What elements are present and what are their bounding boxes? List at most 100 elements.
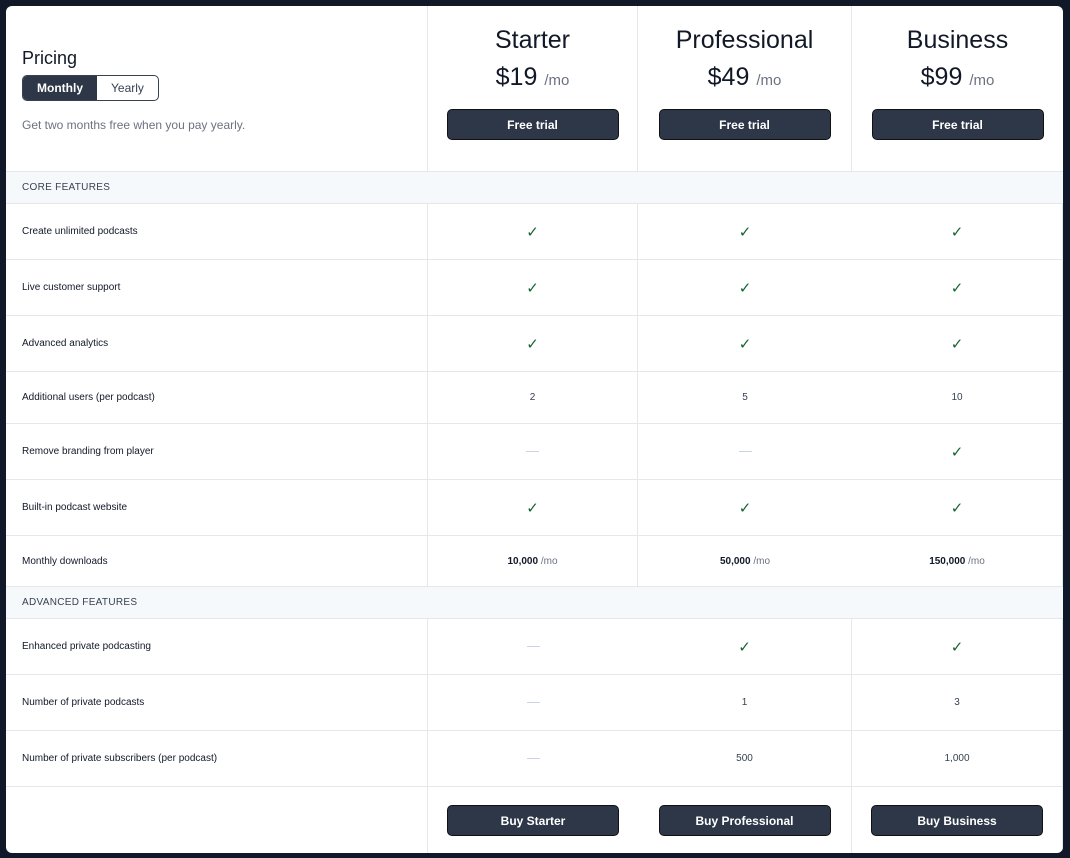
feature-value: ✓ [638,619,852,675]
check-icon: ✓ [950,638,964,656]
feature-value: 5 [638,372,852,424]
section-header: CORE FEATURES [6,172,1063,204]
value-unit: /mo [968,555,985,567]
plan-name: Business [906,26,1009,54]
toggle-monthly[interactable]: Monthly [23,76,97,100]
dash-icon [526,646,540,647]
feature-value: ✓ [638,260,852,316]
feature-value: 150,000 /mo [852,536,1063,587]
feature-value: 1,000 [852,731,1063,787]
feature-value: ✓ [428,260,638,316]
feature-value: ✓ [638,480,852,536]
feature-value: 2 [428,372,638,424]
section-header: ADVANCED FEATURES [6,587,1063,619]
value-text: 5 [742,392,748,403]
feature-value [428,675,638,731]
dash-icon [738,451,752,452]
price-period: /mo [544,72,570,89]
value-text: 1,000 [944,753,970,764]
feature-value: ✓ [428,204,638,260]
price-period: /mo [756,72,782,89]
check-icon: ✓ [950,499,964,517]
buy-professional-button[interactable]: Buy Professional [658,805,831,836]
feature-value: ✓ [852,619,1063,675]
feature-value: ✓ [852,204,1063,260]
feature-value: 10 [852,372,1063,424]
price-period: /mo [969,72,995,89]
feature-value: 50,000 /mo [638,536,852,587]
check-icon: ✓ [526,335,539,353]
value-unit: /mo [540,555,558,567]
feature-label: Number of private podcasts [6,675,428,731]
check-icon: ✓ [526,499,539,517]
value-number: 150,000 [929,555,966,567]
value-text: 500 [736,753,753,764]
feature-value: 3 [852,675,1063,731]
feature-value [428,619,638,675]
feature-value: ✓ [638,204,852,260]
plan-name: Starter [494,26,571,54]
check-icon: ✓ [526,279,539,297]
check-icon: ✓ [738,638,751,656]
feature-label: Remove branding from player [6,424,428,480]
plan-name: Professional [675,26,814,54]
pricing-card: Pricing Monthly Yearly Get two months fr… [6,6,1063,853]
feature-label: Enhanced private podcasting [6,619,428,675]
yearly-note: Get two months free when you pay yearly. [22,118,246,132]
free-trial-button[interactable]: Free trial [446,109,619,140]
value-number: 10,000 [507,555,539,567]
toggle-yearly[interactable]: Yearly [111,81,144,95]
check-icon: ✓ [950,223,964,241]
plan-header-business: Business $99 /mo Free trial [852,6,1063,172]
feature-value: ✓ [852,316,1063,372]
footer-spacer [6,787,428,853]
value-text: 10 [951,392,963,403]
check-icon: ✓ [738,335,752,353]
check-icon: ✓ [738,279,752,297]
value-number: 50,000 [719,555,751,567]
feature-label: Advanced analytics [6,316,428,372]
buy-starter-button[interactable]: Buy Starter [447,805,619,836]
feature-value: 1 [638,675,852,731]
price-amount: $49 [707,63,750,91]
dash-icon [526,702,540,703]
feature-label: Additional users (per podcast) [6,372,428,424]
check-icon: ✓ [738,223,752,241]
plan-header-professional: Professional $49 /mo Free trial [638,6,852,172]
plan-footer: Buy Starter [428,787,638,853]
price-amount: $19 [495,63,538,91]
plan-footer: Buy Business [852,787,1063,853]
buy-business-button[interactable]: Buy Business [871,805,1043,836]
value-text: 2 [529,392,536,403]
free-trial-button[interactable]: Free trial [871,109,1044,140]
check-icon: ✓ [950,335,964,353]
value-text: 1 [741,697,748,708]
plan-price: $99 /mo [921,63,995,92]
plan-price: $19 /mo [496,63,570,92]
pricing-table: Pricing Monthly Yearly Get two months fr… [6,6,1063,853]
feature-value: ✓ [428,480,638,536]
billing-toggle[interactable]: Monthly Yearly [22,75,159,101]
pricing-intro: Pricing Monthly Yearly Get two months fr… [6,6,428,172]
check-icon: ✓ [950,443,964,461]
feature-label: Live customer support [6,260,428,316]
plan-header-starter: Starter $19 /mo Free trial [428,6,638,172]
plan-footer: Buy Professional [638,787,852,853]
feature-value: ✓ [638,316,852,372]
feature-value: 10,000 /mo [428,536,638,587]
free-trial-button[interactable]: Free trial [658,109,831,140]
value-unit: /mo [753,555,771,567]
feature-value [638,424,852,480]
dash-icon [526,758,540,759]
feature-label: Create unlimited podcasts [6,204,428,260]
feature-label: Monthly downloads [6,536,428,587]
check-icon: ✓ [738,499,752,517]
plan-price: $49 /mo [708,63,782,92]
price-amount: $99 [920,63,963,91]
page-title: Pricing [22,48,78,68]
feature-label: Built-in podcast website [6,480,428,536]
feature-value: 500 [638,731,852,787]
check-icon: ✓ [950,279,964,297]
check-icon: ✓ [526,223,539,241]
value-text: 3 [954,697,960,708]
